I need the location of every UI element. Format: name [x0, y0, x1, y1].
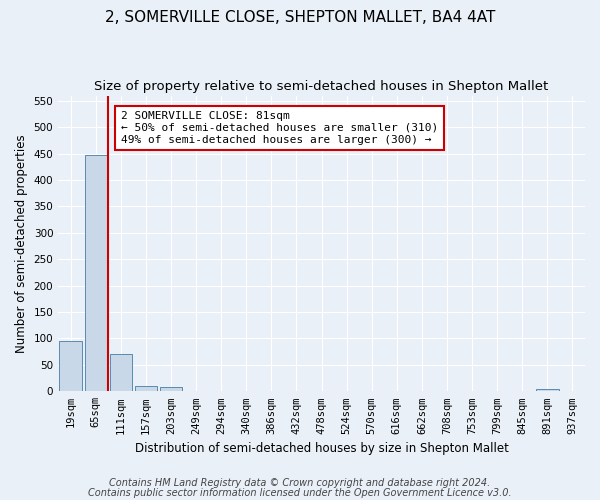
Title: Size of property relative to semi-detached houses in Shepton Mallet: Size of property relative to semi-detach… [94, 80, 549, 93]
Bar [110, 354, 132, 392]
Text: Contains public sector information licensed under the Open Government Licence v3: Contains public sector information licen… [88, 488, 512, 498]
Text: Contains HM Land Registry data © Crown copyright and database right 2024.: Contains HM Land Registry data © Crown c… [109, 478, 491, 488]
Bar [134, 386, 157, 392]
Y-axis label: Number of semi-detached properties: Number of semi-detached properties [15, 134, 28, 352]
Bar [59, 341, 82, 392]
Text: 2 SOMERVILLE CLOSE: 81sqm
← 50% of semi-detached houses are smaller (310)
49% of: 2 SOMERVILLE CLOSE: 81sqm ← 50% of semi-… [121, 112, 438, 144]
Text: 2, SOMERVILLE CLOSE, SHEPTON MALLET, BA4 4AT: 2, SOMERVILLE CLOSE, SHEPTON MALLET, BA4… [105, 10, 495, 25]
Bar [536, 388, 559, 392]
Bar [85, 154, 107, 392]
Bar [160, 387, 182, 392]
X-axis label: Distribution of semi-detached houses by size in Shepton Mallet: Distribution of semi-detached houses by … [134, 442, 509, 455]
